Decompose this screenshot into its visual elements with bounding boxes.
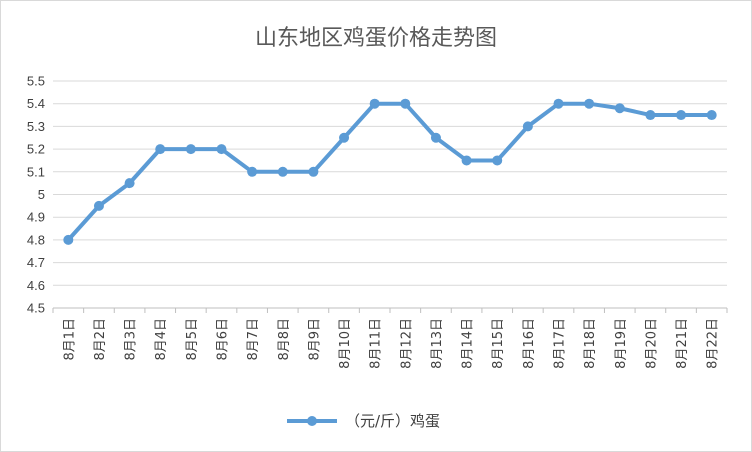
y-tick-label: 4.8 <box>27 232 45 247</box>
y-tick-label: 5.5 <box>27 74 45 89</box>
data-point <box>93 200 104 211</box>
x-tick-label: 8月7日 <box>246 318 261 361</box>
series-line <box>66 101 712 242</box>
data-point <box>400 98 411 109</box>
x-tick-label: 8月20日 <box>644 318 659 369</box>
data-point <box>155 144 166 155</box>
y-tick-label: 4.9 <box>27 210 45 225</box>
series-layer <box>63 98 717 245</box>
x-tick-label: 8月14日 <box>461 318 476 369</box>
y-axis-ticks: 4.5 4.6 4.7 4.8 4.9 5 5.1 5.2 5.3 5.4 5.5 <box>27 74 45 316</box>
data-point <box>706 110 717 121</box>
x-tick-label: 8月17日 <box>553 318 568 369</box>
y-tick-label: 5.1 <box>27 164 45 179</box>
chart-title: 山东地区鸡蛋价格走势图 <box>255 26 497 51</box>
data-point <box>339 132 350 143</box>
x-tick-label: 8月9日 <box>307 318 322 361</box>
x-tick-label: 8月13日 <box>430 318 445 369</box>
x-tick-label: 8月3日 <box>124 318 139 361</box>
x-tick-label: 8月12日 <box>399 318 414 369</box>
data-point <box>216 144 227 155</box>
data-point <box>124 178 135 189</box>
y-tick-label: 5.4 <box>27 96 45 111</box>
legend: （元/斤）鸡蛋 <box>287 412 440 430</box>
x-tick-label: 8月16日 <box>522 318 537 369</box>
y-tick-label: 5 <box>38 187 45 202</box>
data-point <box>430 132 441 143</box>
data-point <box>614 103 625 114</box>
data-point <box>308 166 319 177</box>
data-point <box>645 110 656 121</box>
y-tick-label: 4.5 <box>27 301 45 316</box>
data-point <box>584 98 595 109</box>
x-tick-label: 8月22日 <box>706 318 721 369</box>
y-tick-label: 5.2 <box>27 142 45 157</box>
data-point <box>185 144 196 155</box>
data-point <box>63 234 74 245</box>
y-tick-label: 4.7 <box>27 255 45 270</box>
x-tick-label: 8月4日 <box>154 318 169 361</box>
x-tick-label: 8月18日 <box>583 318 598 369</box>
x-axis-ticks: 8月1日 8月2日 8月3日 8月4日 8月5日 8月6日 8月7日 8月8日 8月9日 8月10… <box>52 308 728 369</box>
x-tick-label: 8月10日 <box>338 318 353 369</box>
data-point <box>277 166 288 177</box>
x-tick-label: 8月6日 <box>216 318 231 361</box>
data-point <box>247 166 258 177</box>
x-tick-label: 8月1日 <box>62 318 77 361</box>
x-tick-label: 8月15日 <box>491 318 506 369</box>
x-tick-label: 8月21日 <box>675 318 690 369</box>
x-tick-label: 8月2日 <box>93 318 108 361</box>
legend-label: （元/斤）鸡蛋 <box>345 412 440 430</box>
data-point <box>369 98 380 109</box>
x-tick-label: 8月8日 <box>277 318 292 361</box>
y-tick-label: 5.3 <box>27 119 45 134</box>
data-point <box>676 110 687 121</box>
x-tick-label: 8月11日 <box>369 318 384 369</box>
data-point <box>553 98 564 109</box>
x-tick-label: 8月5日 <box>185 318 200 361</box>
gridlines <box>53 80 727 309</box>
x-tick-label: 8月19日 <box>614 318 629 369</box>
data-point <box>461 155 472 166</box>
legend-marker <box>307 416 317 426</box>
data-point <box>492 155 503 166</box>
data-point <box>522 121 533 132</box>
y-tick-label: 4.6 <box>27 278 45 293</box>
